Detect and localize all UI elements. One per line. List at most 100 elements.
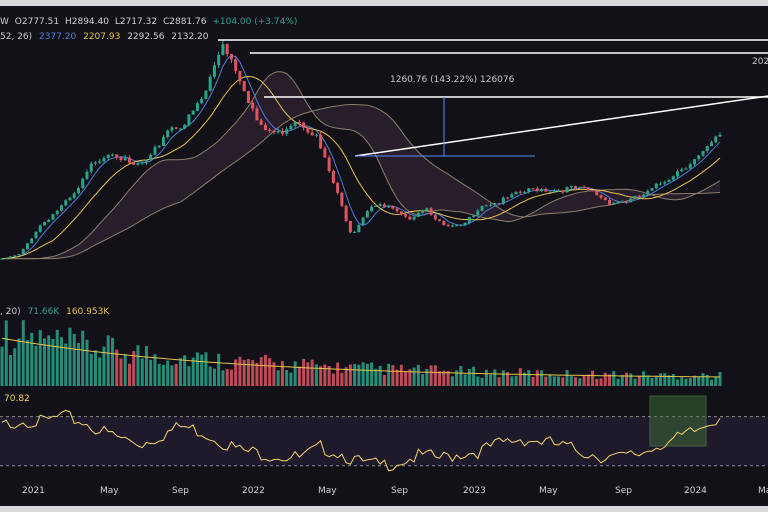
candle-body bbox=[591, 190, 595, 192]
volume-bar bbox=[302, 358, 306, 386]
volume-bar bbox=[569, 376, 573, 386]
candle-body bbox=[629, 198, 633, 203]
volume-bar bbox=[591, 370, 595, 386]
volume-bar bbox=[616, 378, 620, 386]
candle-body bbox=[242, 81, 246, 92]
x-tick: 2023 bbox=[463, 486, 486, 496]
volume-bar bbox=[140, 358, 144, 386]
volume-bar bbox=[493, 369, 497, 386]
volume-bar bbox=[280, 361, 284, 386]
candle-body bbox=[365, 211, 369, 218]
volume-bar bbox=[314, 364, 318, 386]
volume-bar bbox=[153, 354, 157, 386]
candle-body bbox=[527, 188, 531, 192]
candle-body bbox=[510, 194, 514, 198]
candle-body bbox=[650, 188, 654, 191]
volume-bar bbox=[55, 329, 59, 386]
volume-bar bbox=[42, 338, 46, 386]
candle-body bbox=[132, 162, 136, 165]
candle-body bbox=[625, 201, 629, 203]
candle-body bbox=[642, 194, 646, 197]
volume-bar bbox=[310, 359, 314, 386]
candle-body bbox=[395, 208, 399, 212]
candle-body bbox=[85, 171, 89, 179]
volume-bar bbox=[8, 354, 12, 386]
volume-bar bbox=[395, 369, 399, 386]
volume-bar bbox=[102, 346, 106, 386]
candle-body bbox=[204, 90, 208, 99]
x-tick: 2021 bbox=[22, 486, 45, 496]
volume-bar bbox=[633, 378, 637, 386]
candle-body bbox=[387, 206, 391, 208]
volume-bar bbox=[518, 368, 522, 386]
volume-bar bbox=[25, 340, 29, 386]
candle-body bbox=[217, 54, 221, 66]
volume-bar bbox=[574, 377, 578, 386]
volume-bar bbox=[425, 368, 429, 386]
volume-bar bbox=[217, 353, 221, 386]
x-tick: May bbox=[318, 486, 337, 496]
candle-body bbox=[544, 189, 548, 192]
volume-bar bbox=[387, 363, 391, 386]
volume-bar bbox=[229, 369, 233, 386]
volume-bar bbox=[659, 373, 663, 386]
volume-bar bbox=[429, 365, 433, 386]
volume-bar bbox=[646, 375, 650, 386]
candles bbox=[0, 40, 722, 260]
volume-bar bbox=[178, 358, 182, 386]
volume-bar bbox=[161, 364, 165, 386]
candle-body bbox=[268, 129, 272, 131]
top-border bbox=[0, 0, 768, 6]
volume-bar bbox=[51, 338, 55, 386]
ichimoku-value-4: 2132.20 bbox=[171, 32, 209, 42]
volume-legend: , 20) 71.66K 160.953K bbox=[0, 307, 113, 317]
volume-bar bbox=[59, 337, 63, 386]
candle-body bbox=[357, 224, 361, 233]
volume-bar bbox=[637, 375, 641, 386]
volume-bar bbox=[306, 362, 310, 386]
candle-body bbox=[38, 225, 42, 232]
volume-bar bbox=[0, 346, 4, 386]
volume-bar bbox=[115, 349, 119, 386]
volume-bar bbox=[144, 346, 148, 386]
candle-body bbox=[123, 157, 127, 161]
x-tick: Sep bbox=[615, 486, 632, 496]
volume-bar bbox=[357, 364, 361, 386]
candle-body bbox=[693, 159, 697, 165]
volume-bar bbox=[85, 339, 89, 386]
volume-bar bbox=[272, 362, 276, 386]
indicator-lines bbox=[1, 55, 721, 260]
volume-bar bbox=[344, 367, 348, 386]
candle-body bbox=[238, 70, 242, 82]
x-tick: Sep bbox=[172, 486, 189, 496]
candle-body bbox=[221, 44, 225, 55]
volume-bar bbox=[489, 374, 493, 386]
candle-body bbox=[552, 190, 556, 192]
candle-body bbox=[115, 154, 119, 158]
volume-bar bbox=[361, 362, 365, 386]
candle-body bbox=[459, 224, 463, 226]
candle-body bbox=[348, 220, 352, 233]
candle-body bbox=[557, 190, 561, 192]
candle-body bbox=[399, 211, 403, 215]
volume-bar bbox=[93, 350, 97, 386]
candle-body bbox=[489, 204, 493, 206]
candle-body bbox=[68, 197, 72, 201]
volume-bar bbox=[523, 372, 527, 386]
volume-bar bbox=[476, 376, 480, 386]
low-value: L2717.32 bbox=[114, 17, 158, 27]
candle-body bbox=[718, 134, 722, 137]
candle-body bbox=[8, 256, 12, 259]
candle-body bbox=[442, 221, 446, 225]
candle-body bbox=[340, 192, 344, 206]
candle-body bbox=[506, 197, 510, 199]
candle-body bbox=[119, 157, 123, 161]
candle-body bbox=[467, 216, 471, 223]
volume-bar bbox=[285, 370, 289, 386]
candle-body bbox=[659, 183, 663, 185]
candle-body bbox=[13, 255, 17, 257]
tenkan-line bbox=[1, 55, 721, 260]
trendlines bbox=[218, 39, 768, 157]
candle-body bbox=[378, 204, 382, 206]
